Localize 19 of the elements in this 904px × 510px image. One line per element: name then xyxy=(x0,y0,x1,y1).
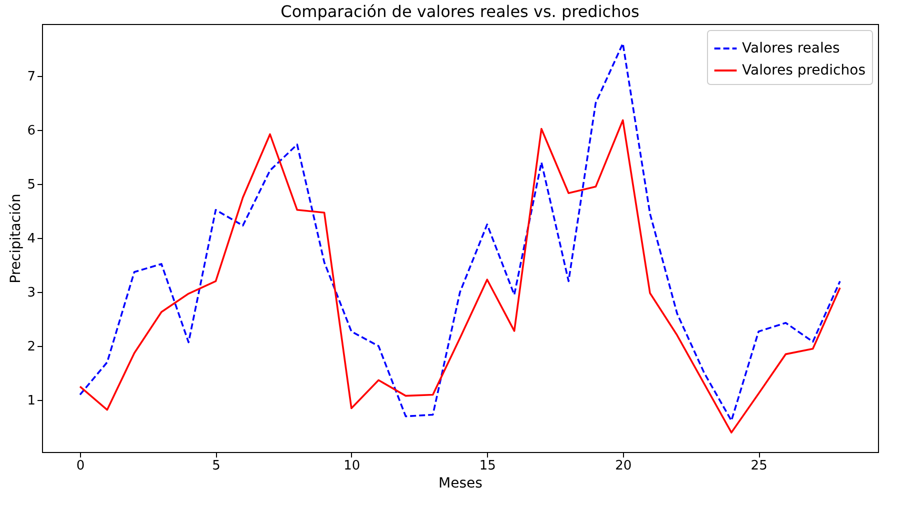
x-axis-title: Meses xyxy=(438,476,482,492)
y-axis-title: Precipitación xyxy=(8,194,24,284)
legend-label: Valores reales xyxy=(742,40,840,56)
y-tick-label: 1 xyxy=(27,394,36,409)
x-tick-label: 0 xyxy=(76,458,85,474)
y-tick-label: 6 xyxy=(27,123,36,138)
x-tick-label: 5 xyxy=(212,458,220,474)
y-tick-label: 4 xyxy=(27,232,36,246)
x-tick-label: 15 xyxy=(479,458,496,474)
chart-title: Comparación de valores reales vs. predichos xyxy=(280,2,640,21)
x-tick-label: 20 xyxy=(615,458,632,474)
y-tick-label: 7 xyxy=(27,69,36,84)
x-tick-label: 25 xyxy=(750,458,768,474)
y-tick-label: 5 xyxy=(27,177,36,192)
x-tick-label: 10 xyxy=(344,458,360,474)
y-tick-label: 2 xyxy=(27,340,36,355)
line-series xyxy=(79,119,841,434)
legend-label: Valores predichos xyxy=(742,62,866,78)
y-tick-label: 3 xyxy=(27,286,36,301)
